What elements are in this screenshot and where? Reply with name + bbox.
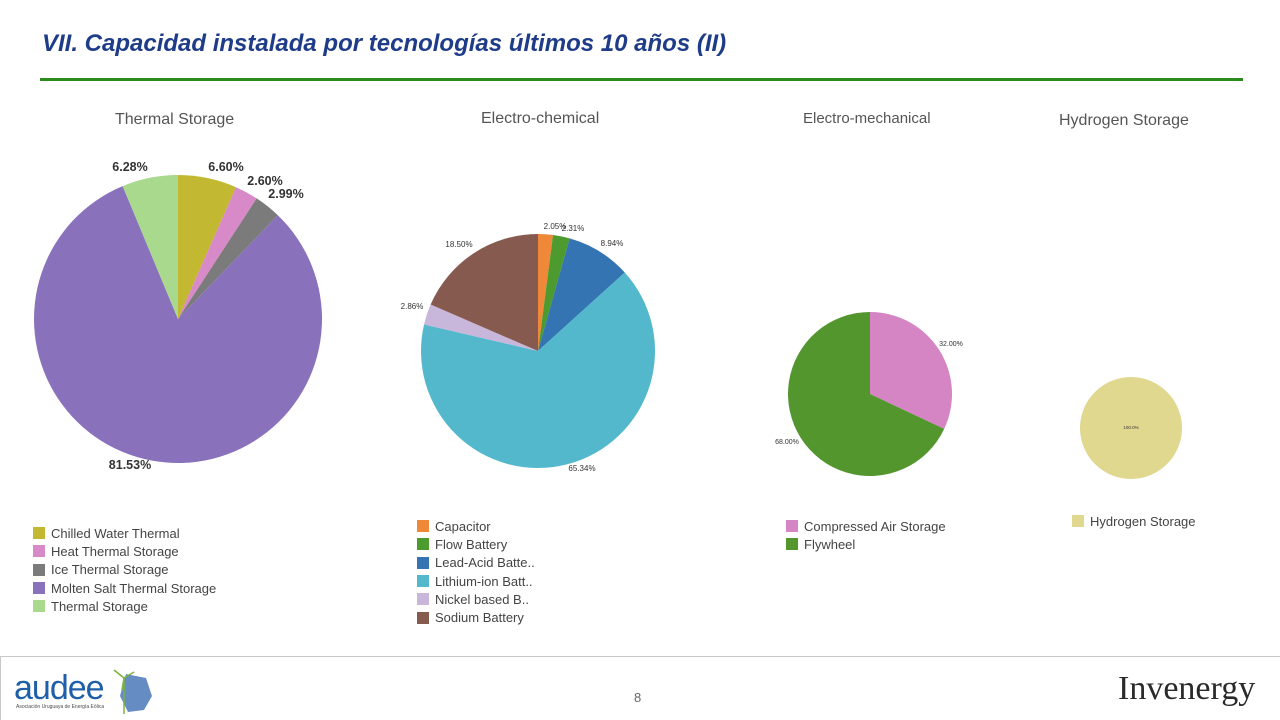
pie-slice-1-1 (538, 234, 570, 351)
chart-title-electromechanical: Electro-mechanical (803, 110, 931, 127)
data-label-0-1: 2.60% (247, 174, 282, 188)
data-label-0-3: 81.53% (109, 458, 151, 472)
slide-title: VII. Capacidad instalada por tecnologías… (42, 30, 727, 57)
legend-swatch (33, 563, 45, 576)
legend-swatch (1072, 515, 1084, 528)
legend-swatch (786, 538, 798, 551)
pie-slice-1-2 (538, 238, 625, 351)
legend-label: Flow Battery (435, 536, 508, 552)
data-label-2-0: 32.00% (939, 341, 963, 348)
legend-item: Thermal Storage (33, 597, 216, 615)
legend-swatch (417, 575, 429, 588)
legend-item: Capacitor (417, 517, 535, 535)
pie-slice-2-0 (870, 312, 953, 429)
legend-item: Lead-Acid Batte.. (417, 554, 535, 572)
legend-item: Heat Thermal Storage (33, 542, 216, 560)
page-number: 8 (634, 690, 642, 705)
audee-logo: audee Asociación Uruguaya de Energía Eól… (14, 666, 164, 716)
legend-item: Nickel based B.. (417, 590, 535, 608)
pie-electro-chemical: 2.05%2.31% 8.94% 65.34% 2.86% 18.50% (401, 222, 656, 473)
pie-electro-mechanical: 32.00% 68.00% (775, 312, 963, 476)
pie-slice-0-4 (122, 175, 178, 319)
pie-slice-1-3 (421, 272, 656, 469)
legend-label: Thermal Storage (51, 598, 148, 614)
pie-slice-1-5 (430, 234, 538, 351)
data-label-1-2: 8.94% (601, 239, 624, 248)
audee-wordmark: audee (14, 669, 105, 707)
legend-swatch (417, 556, 429, 569)
legend-label: Sodium Battery (435, 610, 524, 626)
chart-title-electrochemical: Electro-chemical (481, 110, 600, 127)
pie-slice-0-0 (178, 175, 237, 319)
data-label-3-0: 100.0% (1123, 425, 1138, 430)
legend-label: Nickel based B.. (435, 591, 529, 607)
legend-hydrogen-storage: Hydrogen Storage (1072, 512, 1196, 530)
legend-electro-chemical: Capacitor Flow Battery Lead-Acid Batte.. Li… (417, 517, 535, 627)
legend-label: Heat Thermal Storage (51, 543, 179, 559)
legend-swatch (417, 538, 429, 551)
legend-item: Ice Thermal Storage (33, 561, 216, 579)
legend-electro-mechanical: Compressed Air Storage Flywheel (786, 517, 946, 554)
legend-swatch (417, 520, 429, 533)
legend-thermal-storage: Chilled Water Thermal Heat Thermal Storag… (33, 524, 216, 615)
legend-item: Flywheel (786, 535, 946, 553)
legend-swatch (786, 520, 798, 533)
audee-subtitle: Asociación Uruguaya de Energía Eólica (16, 704, 105, 710)
footer (0, 656, 1280, 720)
pie-slice-0-2 (178, 198, 278, 319)
legend-label: Flywheel (804, 536, 856, 552)
legend-label: Lithium-ion Batt.. (435, 573, 533, 589)
data-label-2-1: 68.00% (775, 439, 799, 446)
pie-slice-3-0 (1080, 377, 1182, 479)
pie-slice-2-1 (788, 312, 945, 476)
data-label-0-4: 6.28% (112, 160, 147, 174)
legend-item: Chilled Water Thermal (33, 524, 216, 542)
pie-hydrogen-storage: 100.0% (1080, 377, 1182, 479)
legend-label: Lead-Acid Batte.. (435, 555, 535, 571)
legend-item: Hydrogen Storage (1072, 512, 1196, 530)
legend-swatch (33, 527, 45, 540)
legend-label: Ice Thermal Storage (51, 562, 169, 578)
title-divider (40, 78, 1243, 81)
legend-label: Hydrogen Storage (1090, 513, 1196, 529)
pie-slice-1-4 (424, 304, 538, 351)
data-label-1-4: 2.86% (401, 302, 424, 311)
pie-thermal-storage: 6.60% 2.60%2.99% 81.53% 6.28% (34, 160, 323, 472)
legend-label: Molten Salt Thermal Storage (51, 580, 217, 596)
legend-swatch (417, 593, 429, 606)
legend-swatch (33, 582, 45, 595)
data-label-1-1: 2.31% (562, 224, 585, 233)
legend-swatch (417, 611, 429, 624)
legend-item: Compressed Air Storage (786, 517, 946, 535)
wind-turbine-map-icon (113, 669, 152, 714)
invenergy-logo: Invenergy (1118, 670, 1256, 707)
data-label-1-0: 2.05% (544, 222, 567, 231)
pie-slice-0-1 (178, 187, 257, 319)
data-label-1-3: 65.34% (568, 464, 595, 473)
data-label-0-0: 6.60% (208, 160, 243, 174)
legend-item: Sodium Battery (417, 608, 535, 626)
data-label-0-2: 2.99% (268, 187, 303, 201)
chart-title-thermal: Thermal Storage (115, 111, 235, 128)
data-label-1-5: 18.50% (445, 240, 472, 249)
chart-title-hydrogen: Hydrogen Storage (1059, 112, 1189, 129)
pie-slice-1-0 (538, 234, 554, 351)
legend-swatch (33, 600, 45, 613)
pie-slice-0-3 (34, 186, 323, 464)
legend-label: Chilled Water Thermal (51, 525, 180, 541)
legend-item: Molten Salt Thermal Storage (33, 579, 216, 597)
legend-item: Lithium-ion Batt.. (417, 572, 535, 590)
legend-swatch (33, 545, 45, 558)
legend-label: Capacitor (435, 518, 491, 534)
legend-item: Flow Battery (417, 535, 535, 553)
legend-label: Compressed Air Storage (804, 518, 946, 534)
